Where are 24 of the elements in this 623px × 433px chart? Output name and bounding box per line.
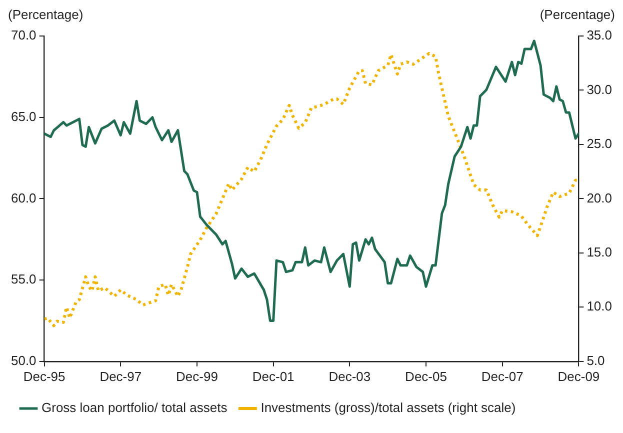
y-tick-label: 70.0	[10, 28, 36, 43]
x-tick-label: Dec-05	[405, 368, 447, 384]
y-tick-label: 50.0	[10, 352, 36, 368]
x-tick-label: Dec-99	[176, 368, 218, 384]
y2-tick-label: 5.0	[586, 352, 605, 368]
y2-tick-label: 30.0	[586, 82, 612, 97]
y2-tick-label: 15.0	[586, 244, 612, 260]
x-tick-label: Dec-95	[23, 368, 66, 384]
y2-tick-label: 35.0	[586, 28, 612, 43]
y-tick-label: 60.0	[10, 190, 36, 206]
y2-tick-label: 25.0	[586, 136, 612, 152]
x-tick-label: Dec-01	[252, 368, 294, 384]
x-tick-label: Dec-03	[328, 368, 371, 384]
y2-tick-label: 20.0	[586, 190, 612, 206]
x-tick-label: Dec-97	[100, 368, 142, 384]
y2-tick-label: 10.0	[586, 298, 612, 314]
y-tick-label: 55.0	[10, 272, 36, 287]
y-tick-label: 65.0	[10, 108, 36, 124]
x-tick-label: Dec-09	[558, 368, 600, 384]
y2-axis-title: (Percentage)	[540, 7, 615, 22]
legend-label: Gross loan portfolio/ total assets	[42, 400, 228, 416]
y-axis-title: (Percentage)	[8, 7, 84, 22]
legend-label: Investments (gross)/total assets (right scale)	[260, 400, 516, 416]
x-tick-label: Dec-07	[481, 368, 524, 384]
